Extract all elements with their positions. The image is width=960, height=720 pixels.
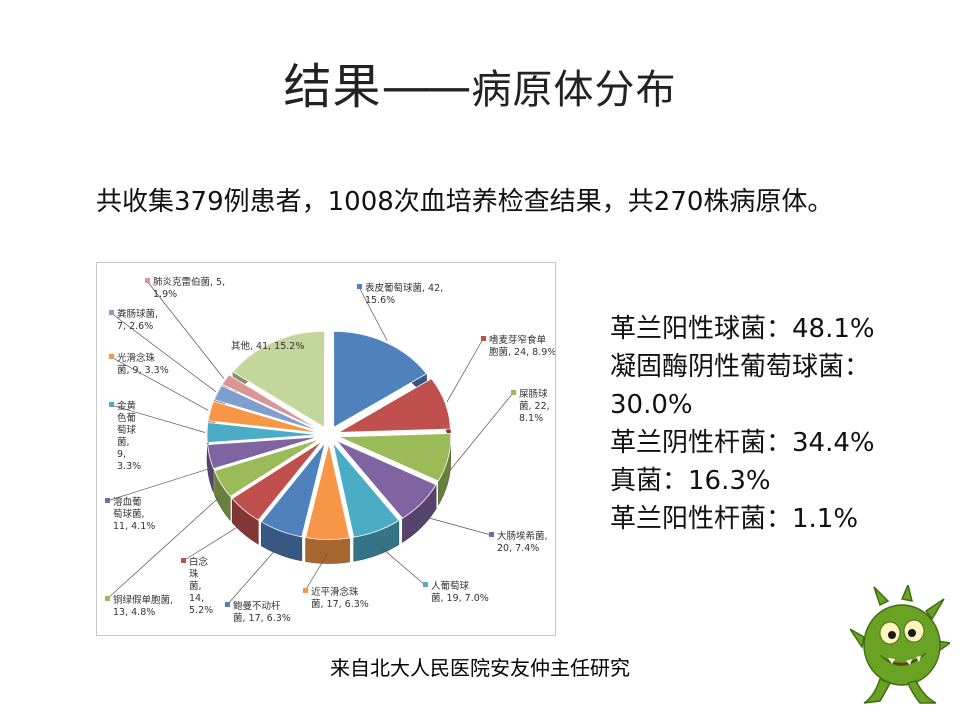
pie-slice (333, 330, 428, 429)
pie-label-marker (109, 402, 114, 407)
pie-leader-lines (106, 280, 514, 606)
pie-label-marker (181, 558, 186, 563)
pie-leader-line (146, 280, 225, 379)
pie-slice-label: 鲍曼不动杆菌, 17, 6.3% (233, 600, 291, 624)
pie-leader-line (110, 356, 209, 411)
pie-leader-line (106, 468, 208, 502)
pie-slice-label: 嗜麦芽窄食单胞菌, 24, 8.9% (489, 334, 555, 358)
pie-label-marker (423, 582, 428, 587)
pie-label-marker (481, 336, 486, 341)
pie-label-marker (489, 532, 494, 537)
pie-label-marker (357, 284, 362, 289)
pie-slice-label: 白念珠菌, 14, 5.2% (189, 556, 213, 616)
pie-chart-frame: 表皮葡萄球菌, 42, 15.6% 嗜麦芽窄食单胞菌, 24, 8.9% 屎肠球菌, … (96, 262, 556, 636)
pie-slice (213, 384, 321, 432)
slide-title: 结果—— 病原体分布 (0, 52, 960, 125)
stat-line-gram-positive-bacilli: 革兰阳性杆菌：1.1% (610, 504, 859, 534)
pie-slice-side (305, 537, 350, 564)
pie-slice-label: 金黄色葡萄球菌, 9, 3.3% (117, 400, 141, 472)
pie-slice-label: 铜绿假单胞菌, 13, 4.8% (113, 594, 173, 618)
pie-slice (207, 436, 320, 470)
pie-leader-line (446, 338, 484, 403)
pie-slice-label: 其他, 41, 15.2% (231, 340, 304, 352)
pie-label-marker (109, 310, 114, 315)
stat-line-gram-negative-bacilli: 革兰阴性杆菌：34.4% (610, 428, 875, 458)
pie-leader-line (358, 286, 388, 342)
pie-leader-line (377, 544, 426, 586)
pie-slice (305, 443, 351, 540)
source-note: 来自北大人民医院安友仲主任研究 (330, 656, 630, 680)
pie-slice-label: 大肠埃希菌, 20, 7.4% (497, 530, 548, 554)
pie-slice (338, 433, 452, 482)
pie-slice-label: 粪肠球菌, 7, 2.6% (117, 308, 158, 332)
pie-slice (213, 438, 321, 497)
pie-slice-label: 人葡萄球菌, 19, 7.0% (431, 580, 489, 604)
pathogen-pie-chart: 表皮葡萄球菌, 42, 15.6% 嗜麦芽窄食单胞菌, 24, 8.9% 屎肠球菌, … (105, 276, 555, 624)
pie-slice (338, 378, 451, 433)
pie-slice-label: 近平滑念珠菌, 17, 6.3% (311, 586, 369, 610)
pie-slice (232, 330, 325, 429)
stat-line-cons-value: 30.0% (610, 390, 693, 420)
stat-line-fungi: 真菌：16.3% (610, 466, 771, 496)
pie-slice-label: 表皮葡萄球菌, 42, 15.6% (365, 282, 443, 306)
stats-panel: 革兰阳性球菌：48.1% 凝固酶阴性葡萄球菌： 30.0% 革兰阴性杆菌：34.… (610, 310, 950, 538)
title-main: 结果 (283, 59, 382, 115)
pie-leader-line (110, 312, 216, 392)
pie-slice (221, 374, 321, 431)
title-separator: —— (381, 59, 472, 115)
pie-leader-line (226, 544, 281, 606)
pie-label-marker (145, 278, 150, 283)
pie-label-marker (511, 390, 516, 395)
pie-leader-line (449, 392, 514, 471)
pie-tops (206, 330, 452, 540)
pie-leader-line (106, 496, 220, 600)
pie-leader-line (304, 553, 328, 592)
pie-label-marker (225, 602, 230, 607)
stat-line-cons-label: 凝固酶阴性葡萄球菌： (610, 352, 871, 382)
pie-slice (206, 422, 320, 444)
pie-slice-label: 屎肠球菌, 22, 8.1% (519, 388, 550, 424)
pie-sides (206, 331, 452, 564)
stat-line-gram-positive-cocci: 革兰阳性球菌：48.1% (610, 314, 875, 344)
pie-slice-label: 溶血葡萄球菌, 11, 4.1% (113, 496, 155, 532)
pie-leader-line (110, 404, 206, 433)
intro-text: 共收集379例患者，1008次血培养检查结果，共270株病原体。 (96, 187, 834, 217)
pie-slice (260, 442, 326, 538)
title-subtitle: 病原体分布 (471, 67, 677, 113)
pie-leader-line (182, 523, 244, 562)
pie-slice (336, 440, 437, 519)
green-germ-mascot-icon (850, 585, 950, 704)
pie-labels: 表皮葡萄球菌, 42, 15.6% 嗜麦芽窄食单胞菌, 24, 8.9% 屎肠球菌, … (105, 276, 555, 624)
pie-slice-label: 肺炎克雷伯菌, 5, 1.9% (153, 276, 225, 300)
pie-leader-line (423, 516, 492, 536)
pie-label-marker (105, 596, 110, 601)
pie-label-marker (105, 498, 110, 503)
pie-label-marker (109, 354, 114, 359)
pie-slice (231, 440, 323, 521)
pie-slice-label: 光滑念珠菌, 9, 3.3% (117, 352, 169, 376)
pie-slice (207, 400, 320, 434)
pie-label-marker (303, 588, 308, 593)
pie-slice (332, 442, 400, 538)
